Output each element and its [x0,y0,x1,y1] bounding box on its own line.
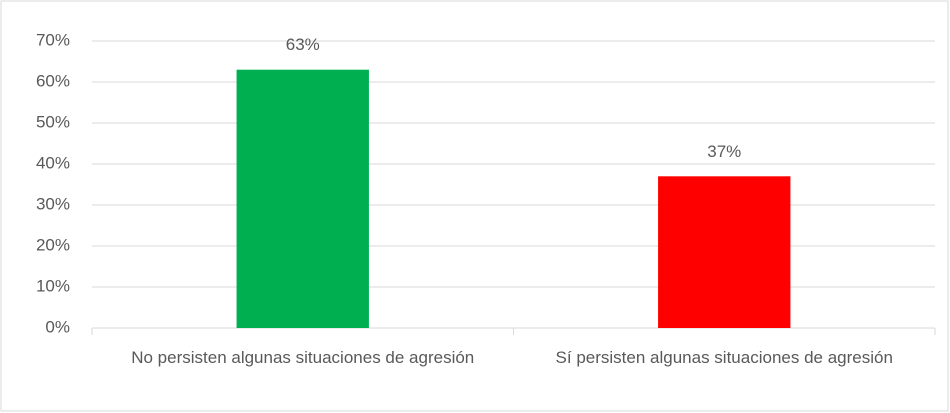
bar [236,69,369,328]
y-tick-label: 60% [36,71,70,90]
y-tick-label: 0% [45,317,70,336]
y-tick-label: 70% [36,30,70,49]
x-tick-label: Sí persisten algunas situaciones de agre… [555,348,893,367]
y-tick-label: 20% [36,235,70,254]
y-tick-label: 30% [36,194,70,213]
bar [658,176,791,328]
data-label: 63% [286,35,320,54]
y-tick-label: 10% [36,276,70,295]
y-tick-label: 50% [36,112,70,131]
y-tick-label: 40% [36,153,70,172]
x-tick-label: No persisten algunas situaciones de agre… [131,348,475,367]
data-label: 37% [707,142,741,161]
